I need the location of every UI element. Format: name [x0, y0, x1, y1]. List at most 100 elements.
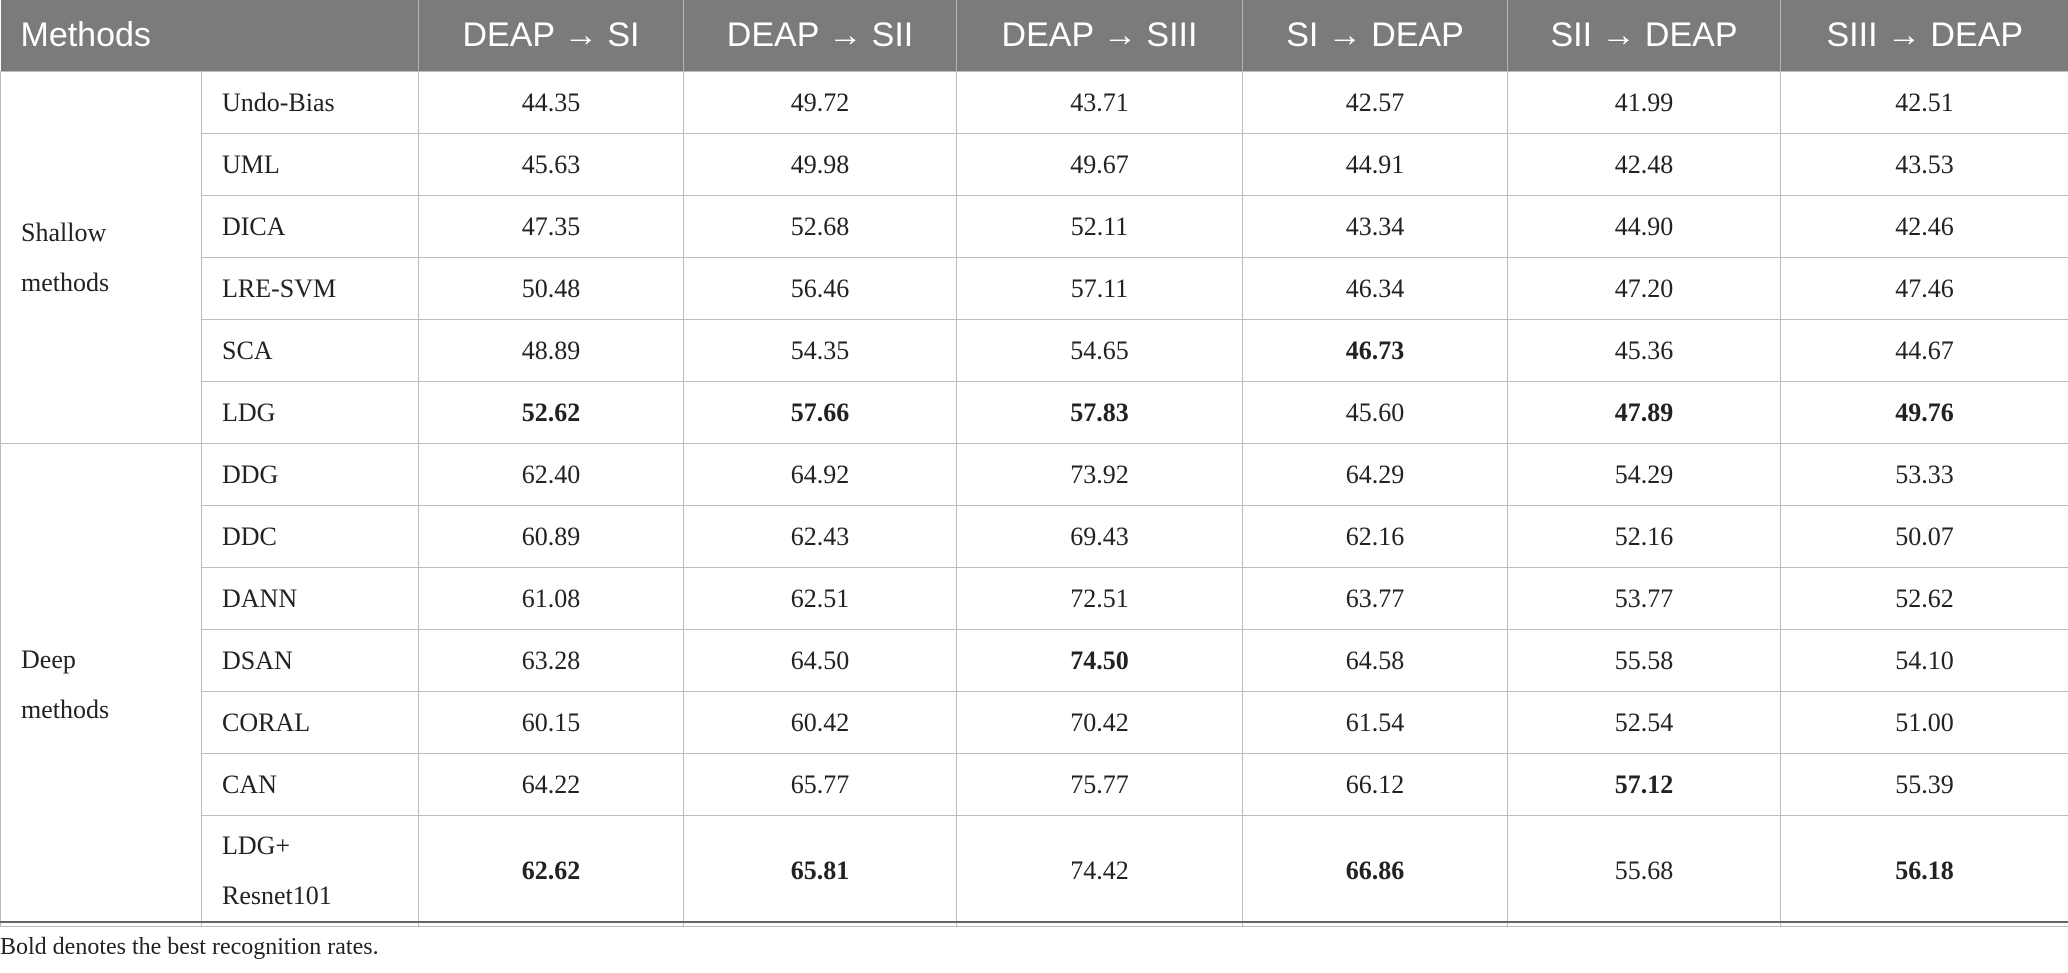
- column-header: SIII → DEAP: [1780, 0, 2068, 72]
- value-cell: 57.12: [1507, 753, 1781, 816]
- value-cell: 63.28: [418, 629, 684, 692]
- value-cell: 46.34: [1242, 257, 1508, 320]
- method-name-text: DDC: [222, 521, 277, 551]
- value-cell: 60.89: [418, 505, 684, 568]
- column-header: DEAP → SII: [683, 0, 957, 72]
- value-cell: 66.12: [1242, 753, 1508, 816]
- value-cell: 64.22: [418, 753, 684, 816]
- value-cell: 54.35: [683, 319, 957, 382]
- method-name-text: CAN: [222, 769, 277, 799]
- table-row: CORAL 60.15 60.42 70.42 61.54 52.54 51.00: [1, 691, 2068, 754]
- value-cell: 62.16: [1242, 505, 1508, 568]
- method-name: DDC: [201, 505, 419, 568]
- method-name-text: LDG: [222, 397, 276, 427]
- value-cell: 49.98: [683, 133, 957, 196]
- value-cell: 64.29: [1242, 443, 1508, 506]
- value-cell: 56.18: [1780, 815, 2068, 927]
- bottom-rule: [0, 921, 2068, 923]
- value-cell: 50.48: [418, 257, 684, 320]
- method-name: DANN: [201, 567, 419, 630]
- value-cell: 55.68: [1507, 815, 1781, 927]
- group-label-line2: methods: [21, 267, 110, 297]
- table-row: LDG+ Resnet101 62.62 65.81 74.42 66.86 55.68 56…: [1, 815, 2068, 927]
- value-cell: 69.43: [956, 505, 1243, 568]
- method-name: CAN: [201, 753, 419, 816]
- value-cell: 62.62: [418, 815, 684, 927]
- method-name-text: Undo-Bias: [222, 87, 335, 117]
- value-cell: 52.62: [1780, 567, 2068, 630]
- value-cell: 42.48: [1507, 133, 1781, 196]
- value-cell: 52.16: [1507, 505, 1781, 568]
- value-cell: 47.20: [1507, 257, 1781, 320]
- value-cell: 52.68: [683, 195, 957, 258]
- value-cell: 49.76: [1780, 381, 2068, 444]
- value-cell: 47.35: [418, 195, 684, 258]
- value-cell: 74.50: [956, 629, 1243, 692]
- footnote: Bold denotes the best recognition rates.: [0, 934, 379, 960]
- method-name-text: DDG: [222, 459, 279, 489]
- value-cell: 43.53: [1780, 133, 2068, 196]
- method-name: LDG: [201, 381, 419, 444]
- column-header: SII → DEAP: [1507, 0, 1781, 72]
- value-cell: 53.33: [1780, 443, 2068, 506]
- value-cell: 61.08: [418, 567, 684, 630]
- value-cell: 46.73: [1242, 319, 1508, 382]
- table-row: Shallow methods Undo-Bias 44.35 49.72 43.71 42…: [0, 71, 2068, 444]
- method-name: DDG: [201, 443, 419, 506]
- method-name: DSAN: [201, 629, 419, 692]
- method-name-text: CORAL: [222, 707, 311, 737]
- value-cell: 57.66: [683, 381, 957, 444]
- method-name: LRE-SVM: [201, 257, 419, 320]
- value-cell: 48.89: [418, 319, 684, 382]
- value-cell: 65.77: [683, 753, 957, 816]
- value-cell: 60.15: [418, 691, 684, 754]
- group-label-line1: Shallow: [21, 217, 107, 247]
- method-name-text: UML: [222, 149, 280, 179]
- table-row: DICA 47.35 52.68 52.11 43.34 44.90 42.46: [1, 195, 2068, 258]
- table-row: Deep methods DDG 62.40 64.92 73.92 64.29 54.29 5…: [0, 443, 2068, 927]
- group-label: Deep methods: [0, 443, 202, 927]
- value-cell: 44.90: [1507, 195, 1781, 258]
- value-cell: 66.86: [1242, 815, 1508, 927]
- table-body: Shallow methods Undo-Bias 44.35 49.72 43.71 42…: [0, 71, 2068, 927]
- value-cell: 42.51: [1780, 71, 2068, 134]
- value-cell: 44.35: [418, 71, 684, 134]
- value-cell: 56.46: [683, 257, 957, 320]
- value-cell: 45.36: [1507, 319, 1781, 382]
- method-name: LDG+ Resnet101: [201, 815, 419, 927]
- value-cell: 57.83: [956, 381, 1243, 444]
- value-cell: 60.42: [683, 691, 957, 754]
- value-cell: 52.54: [1507, 691, 1781, 754]
- value-cell: 43.34: [1242, 195, 1508, 258]
- value-cell: 49.67: [956, 133, 1243, 196]
- value-cell: 62.51: [683, 567, 957, 630]
- value-cell: 55.58: [1507, 629, 1781, 692]
- value-cell: 57.11: [956, 257, 1243, 320]
- group-label-line1: Deep: [21, 645, 76, 674]
- value-cell: 63.77: [1242, 567, 1508, 630]
- value-cell: 52.62: [418, 381, 684, 444]
- value-cell: 72.51: [956, 567, 1243, 630]
- methods-header: Methods: [0, 0, 419, 72]
- method-name-text: SCA: [222, 335, 273, 365]
- header-row: Methods DEAP → SI DEAP → SII DEAP → SIII SI…: [0, 0, 2068, 72]
- table-row: DANN 61.08 62.51 72.51 63.77 53.77 52.62: [1, 567, 2068, 630]
- value-cell: 54.29: [1507, 443, 1781, 506]
- value-cell: 62.43: [683, 505, 957, 568]
- value-cell: 43.71: [956, 71, 1243, 134]
- group-label: Shallow methods: [0, 71, 202, 444]
- method-name: DICA: [201, 195, 419, 258]
- method-name-text-line2: Resnet101: [222, 881, 332, 910]
- table-row: LDG 52.62 57.66 57.83 45.60 47.89 49.76: [1, 381, 2068, 444]
- column-header: DEAP → SI: [418, 0, 684, 72]
- results-table: Methods DEAP → SI DEAP → SII DEAP → SIII SI…: [0, 0, 2068, 927]
- value-cell: 47.46: [1780, 257, 2068, 320]
- column-header: DEAP → SIII: [956, 0, 1243, 72]
- value-cell: 52.11: [956, 195, 1243, 258]
- value-cell: 49.72: [683, 71, 957, 134]
- value-cell: 42.46: [1780, 195, 2068, 258]
- column-header: SI → DEAP: [1242, 0, 1508, 72]
- value-cell: 41.99: [1507, 71, 1781, 134]
- method-name-text: DANN: [222, 583, 298, 613]
- table-row: LRE-SVM 50.48 56.46 57.11 46.34 47.20 47.46: [1, 257, 2068, 320]
